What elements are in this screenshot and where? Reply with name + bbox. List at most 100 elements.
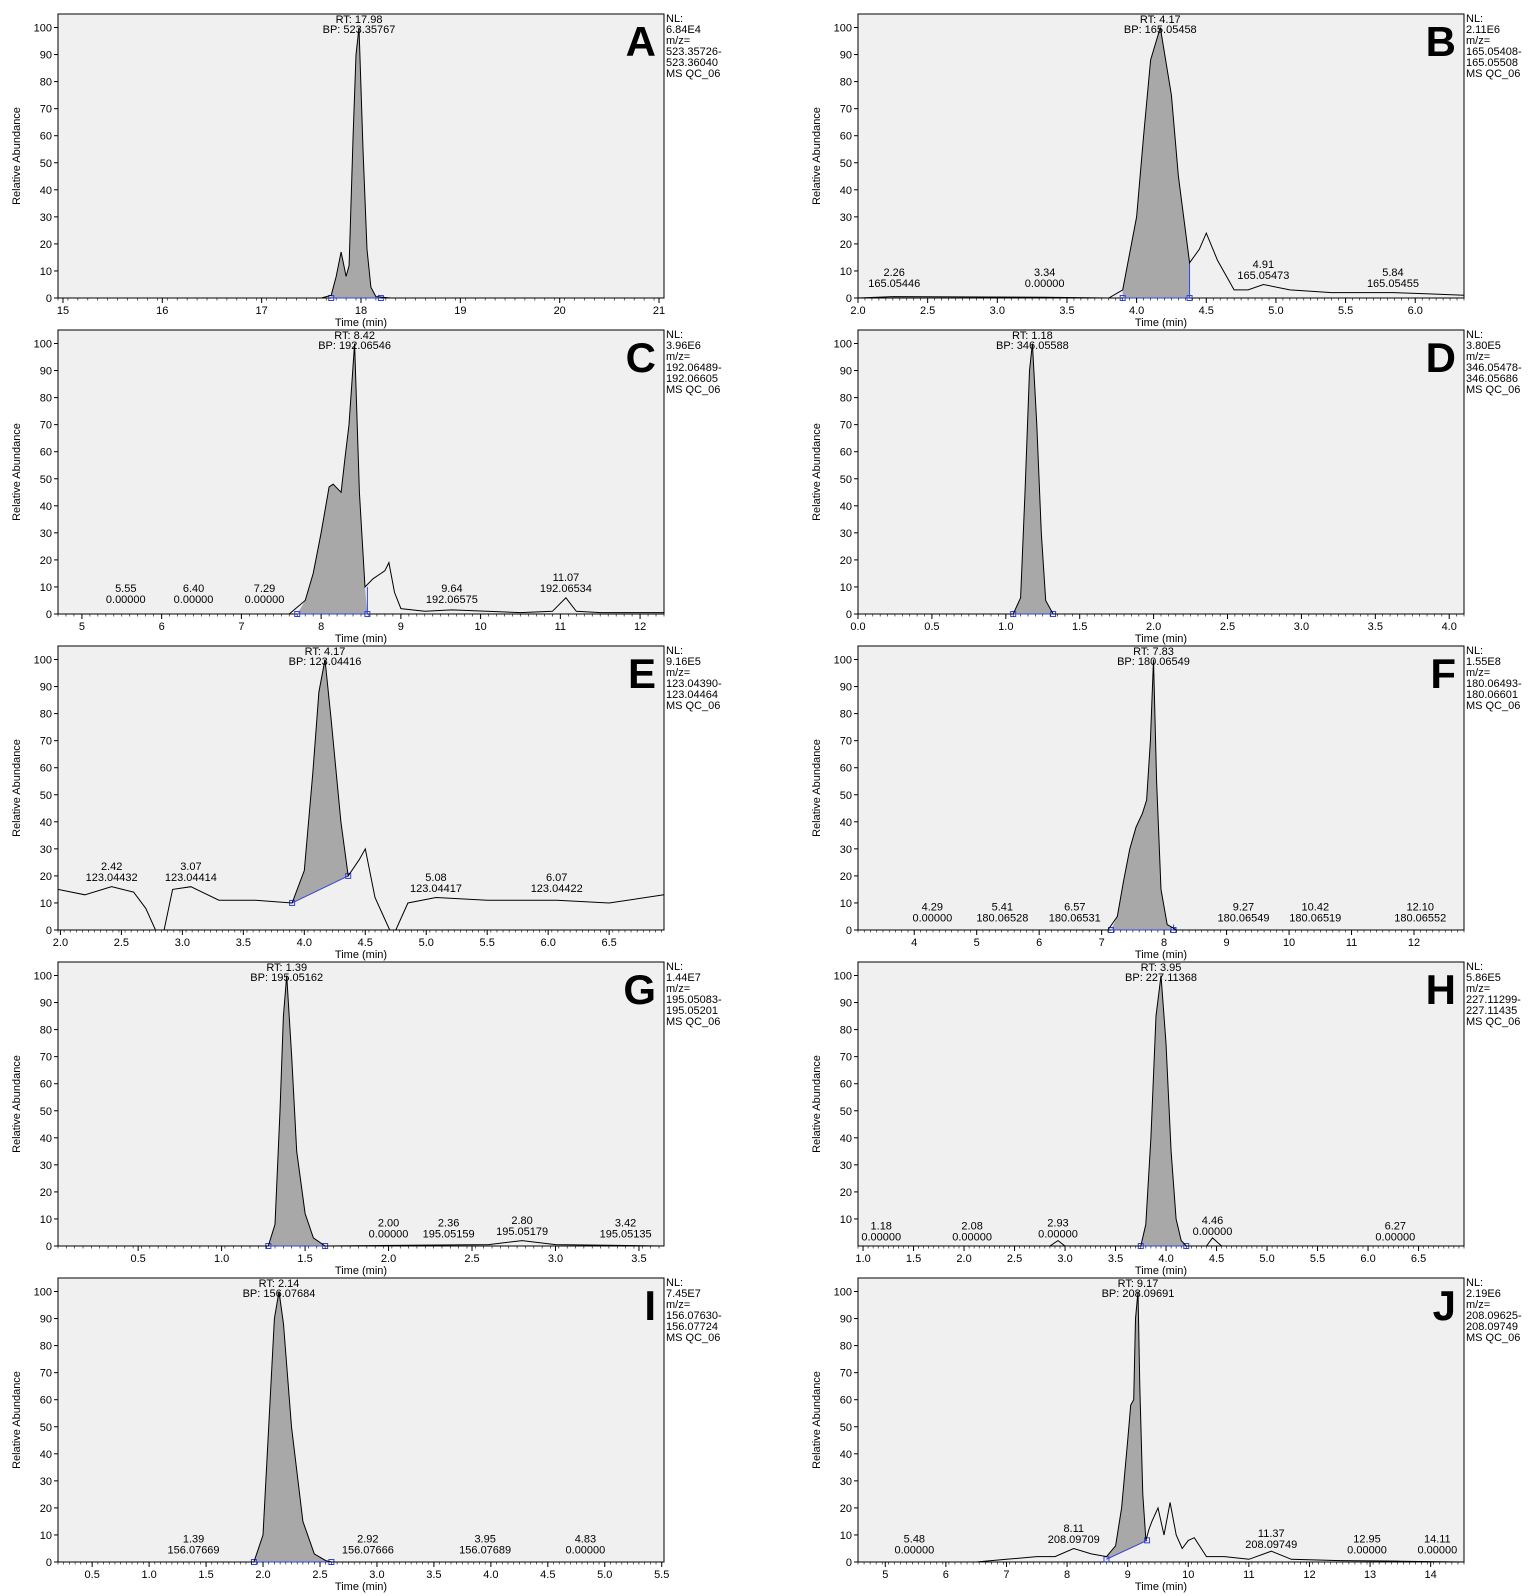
peak-annotation-mass: 180.06549 bbox=[1217, 913, 1269, 925]
peak-annotation-rt: 3.07 bbox=[180, 861, 201, 873]
peak-annotation-mass: 0.00000 bbox=[861, 1231, 901, 1243]
x-tick-label: 2.0 bbox=[956, 1253, 971, 1265]
x-tick-label: 6 bbox=[1036, 937, 1042, 949]
y-tick-label: 100 bbox=[34, 655, 52, 667]
x-tick-label: 4.0 bbox=[1158, 1253, 1173, 1265]
peak-annotation-mass: 180.06519 bbox=[1289, 913, 1341, 925]
nl-info-line: m/z= bbox=[1466, 667, 1490, 679]
peak-annotation-mass: 0.00000 bbox=[1038, 1229, 1078, 1241]
x-tick-label: 2.5 bbox=[114, 937, 129, 949]
y-tick-label: 30 bbox=[40, 1476, 52, 1488]
y-tick-label: 80 bbox=[840, 393, 852, 405]
rt-label: RT: 7.83 bbox=[1133, 646, 1174, 658]
peak-annotation-mass: 156.07669 bbox=[168, 1545, 220, 1557]
nl-info-line: NL: bbox=[666, 645, 683, 657]
y-tick-label: 20 bbox=[840, 239, 852, 251]
nl-info-line: 123.04464 bbox=[666, 689, 718, 701]
y-tick-label: 0 bbox=[46, 1241, 52, 1253]
peak-annotation-mass: 0.00000 bbox=[894, 1545, 934, 1557]
x-tick-label: 4.5 bbox=[1199, 305, 1214, 317]
x-tick-label: 5.5 bbox=[1338, 305, 1353, 317]
peak-annotation-mass: 195.05135 bbox=[600, 1229, 652, 1241]
nl-info-line: 195.05201 bbox=[666, 1005, 718, 1017]
panel-i: 0 10 20 30 40 50 60 70 80 90 100 0.5 1.0 1.5 2.0 2.5 3.0… bbox=[11, 1277, 722, 1593]
nl-info-line: NL: bbox=[1466, 961, 1483, 973]
y-tick-label: 50 bbox=[840, 1106, 852, 1118]
y-tick-label: 0 bbox=[846, 925, 852, 937]
nl-info-line: NL: bbox=[666, 1277, 683, 1289]
y-tick-label: 90 bbox=[40, 1314, 52, 1326]
peak-annotation-rt: 4.29 bbox=[922, 902, 943, 914]
y-tick-label: 30 bbox=[840, 1160, 852, 1172]
panel-letter: E bbox=[628, 650, 656, 697]
x-tick-label: 1.0 bbox=[141, 1569, 156, 1581]
x-tick-label: 11 bbox=[1346, 937, 1357, 949]
nl-info-line: 195.05083- bbox=[666, 994, 722, 1006]
panel-f: 0 10 20 30 40 50 60 70 80 90 100 4 5 6 7 8 9 10 11 12 Time (… bbox=[811, 645, 1522, 961]
x-tick-label: 11 bbox=[1243, 1569, 1254, 1581]
peak-annotation-rt: 2.36 bbox=[438, 1218, 459, 1230]
y-axis-title: Relative Abundance bbox=[11, 1371, 23, 1469]
x-tick-label: 5.5 bbox=[1310, 1253, 1325, 1265]
peak-annotation-mass: 123.04414 bbox=[165, 872, 217, 884]
x-tick-label: 3.5 bbox=[631, 1253, 646, 1265]
nl-info-line: m/z= bbox=[1466, 983, 1490, 995]
x-tick-label: 3.0 bbox=[175, 937, 190, 949]
nl-info-line: 9.16E5 bbox=[666, 656, 701, 668]
chromatogram-trace bbox=[57, 659, 665, 931]
nl-info-line: m/z= bbox=[666, 983, 690, 995]
x-tick-label: 2.0 bbox=[850, 305, 865, 317]
nl-info-line: 346.05686 bbox=[1466, 373, 1518, 385]
y-tick-label: 40 bbox=[40, 817, 52, 829]
peak-annotation-rt: 9.27 bbox=[1233, 902, 1254, 914]
nl-info-line: NL: bbox=[1466, 645, 1483, 657]
plot-area bbox=[57, 1277, 665, 1563]
x-tick-label: 9 bbox=[1224, 937, 1230, 949]
plot-area bbox=[57, 645, 665, 931]
peak-annotation-rt: 5.55 bbox=[115, 583, 136, 595]
y-tick-label: 80 bbox=[40, 709, 52, 721]
y-tick-label: 0 bbox=[46, 1557, 52, 1569]
peak-annotation-rt: 6.07 bbox=[546, 872, 567, 884]
y-tick-label: 90 bbox=[840, 998, 852, 1010]
peak-annotation-mass: 0.00000 bbox=[912, 913, 952, 925]
y-tick-label: 80 bbox=[40, 1341, 52, 1353]
peak-annotation-rt: 1.18 bbox=[871, 1220, 892, 1232]
peak-annotation-mass: 165.05446 bbox=[868, 278, 920, 290]
x-tick-label: 6.0 bbox=[541, 937, 556, 949]
y-tick-label: 50 bbox=[40, 1422, 52, 1434]
x-tick-label: 5 bbox=[882, 1569, 888, 1581]
peak-annotation-rt: 6.57 bbox=[1064, 902, 1085, 914]
bp-label: BP: 227.11368 bbox=[1125, 972, 1197, 984]
peak-annotation-rt: 5.48 bbox=[904, 1534, 925, 1546]
nl-info-line: 192.06489- bbox=[666, 362, 722, 374]
panel-letter: A bbox=[626, 18, 656, 65]
peak-annotation-rt: 3.95 bbox=[474, 1534, 495, 1546]
x-tick-label: 5.5 bbox=[654, 1569, 669, 1581]
x-tick-label: 20 bbox=[554, 305, 566, 317]
peak-annotation-rt: 2.26 bbox=[884, 267, 905, 279]
chromatogram-trace bbox=[58, 343, 664, 615]
nl-info-line: 1.44E7 bbox=[666, 972, 701, 984]
x-tick-label: 12 bbox=[634, 621, 646, 633]
y-tick-label: 30 bbox=[40, 844, 52, 856]
y-tick-label: 90 bbox=[840, 50, 852, 62]
y-tick-label: 30 bbox=[840, 844, 852, 856]
x-tick-label: 12 bbox=[1408, 937, 1420, 949]
y-tick-label: 30 bbox=[840, 212, 852, 224]
x-tick-label: 2.0 bbox=[53, 937, 68, 949]
nl-info-line: NL: bbox=[1466, 1277, 1483, 1289]
y-tick-label: 90 bbox=[40, 50, 52, 62]
nl-info-line: 523.36040 bbox=[666, 57, 718, 69]
x-axis-title: Time (min) bbox=[335, 949, 387, 961]
x-tick-label: 17 bbox=[256, 305, 268, 317]
x-tick-label: 12 bbox=[1303, 1569, 1315, 1581]
x-axis-title: Time (min) bbox=[335, 633, 387, 645]
nl-info-line: m/z= bbox=[1466, 1299, 1490, 1311]
nl-info-line: MS QC_06 bbox=[1466, 1016, 1520, 1028]
y-tick-label: 20 bbox=[840, 871, 852, 883]
x-tick-label: 2.5 bbox=[1007, 1253, 1022, 1265]
y-tick-label: 60 bbox=[40, 131, 52, 143]
nl-info-line: 192.06605 bbox=[666, 373, 718, 385]
